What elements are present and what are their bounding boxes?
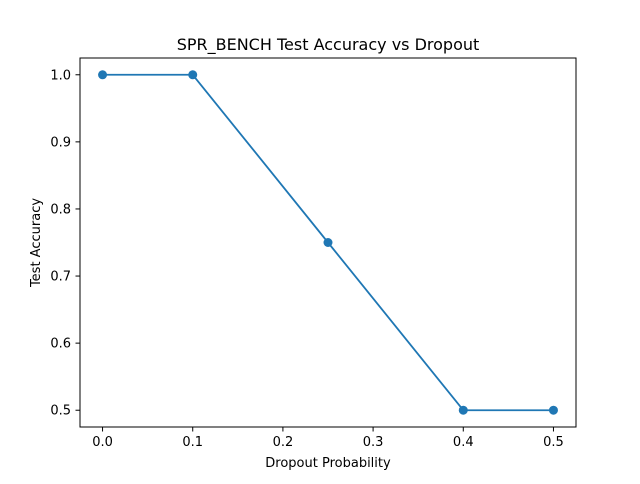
plot-frame bbox=[79, 57, 577, 428]
y-tick-label: 0.7 bbox=[50, 270, 71, 285]
y-axis-label: Test Accuracy bbox=[29, 198, 44, 288]
x-tick-label: 0.3 bbox=[363, 435, 384, 450]
x-tick-label: 0.5 bbox=[543, 435, 564, 450]
y-tick-label: 1.0 bbox=[50, 68, 71, 83]
y-tick-label: 0.9 bbox=[50, 135, 71, 150]
x-axis-ticks: 0.0 0.1 0.2 0.3 0.4 0.5 bbox=[92, 427, 564, 450]
x-tick-label: 0.4 bbox=[453, 435, 474, 450]
data-point bbox=[188, 70, 198, 80]
x-tick-label: 0.2 bbox=[273, 435, 294, 450]
data-point bbox=[458, 405, 468, 415]
x-tick-label: 0.1 bbox=[182, 435, 203, 450]
x-tick-label: 0.0 bbox=[92, 435, 113, 450]
y-tick-label: 0.5 bbox=[50, 404, 71, 419]
chart-title: SPR_BENCH Test Accuracy vs Dropout bbox=[177, 35, 480, 55]
data-point bbox=[323, 238, 333, 247]
x-axis-label: Dropout Probability bbox=[265, 456, 391, 471]
y-tick-label: 0.6 bbox=[50, 337, 71, 352]
y-tick-label: 0.8 bbox=[50, 202, 71, 217]
series-layer bbox=[98, 70, 558, 415]
data-point bbox=[548, 405, 558, 415]
data-point bbox=[98, 70, 108, 80]
y-axis-ticks: 0.5 0.6 0.7 0.8 0.9 1.0 bbox=[50, 68, 80, 419]
